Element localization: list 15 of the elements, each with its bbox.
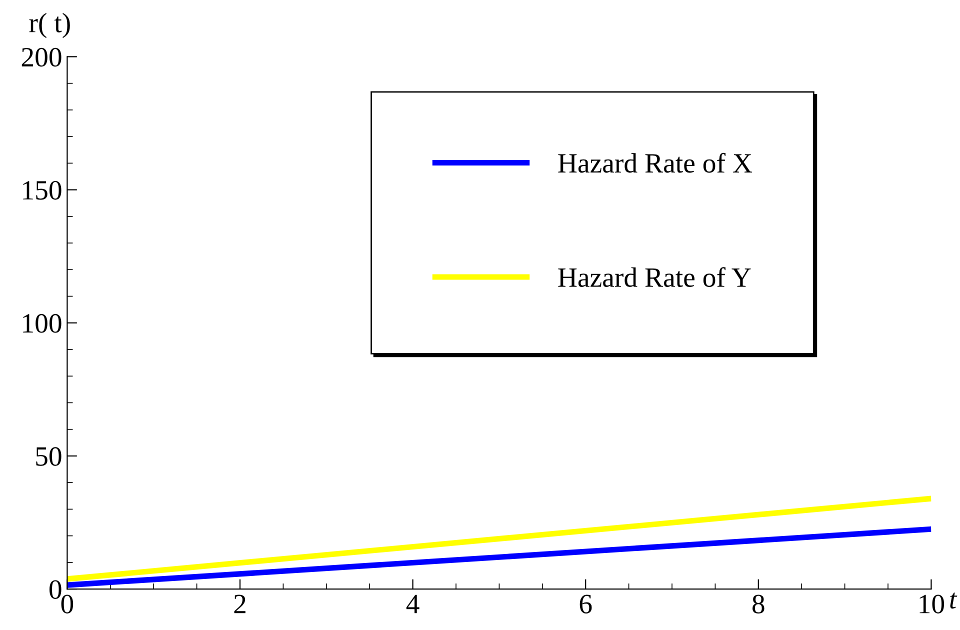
- x-tick-label: 10: [920, 594, 944, 614]
- x-tick-label: 0: [61, 594, 74, 614]
- x-tick-label: 2: [234, 594, 246, 614]
- x-axis-title: t: [950, 592, 958, 609]
- y-tick-label: 150: [23, 180, 62, 200]
- legend-label: Hazard Rate of Y: [558, 267, 751, 287]
- y-tick-label: 0: [50, 580, 62, 599]
- y-axis-title: r( t): [29, 12, 70, 38]
- x-tick-label: 6: [580, 594, 592, 614]
- legend-label: Hazard Rate of X: [558, 152, 752, 173]
- y-tick-label: 100: [23, 314, 62, 333]
- x-tick-label: 8: [752, 594, 764, 614]
- y-tick-label: 50: [36, 447, 62, 466]
- y-tick-label: 200: [22, 48, 62, 67]
- x-tick-label: 4: [406, 594, 420, 614]
